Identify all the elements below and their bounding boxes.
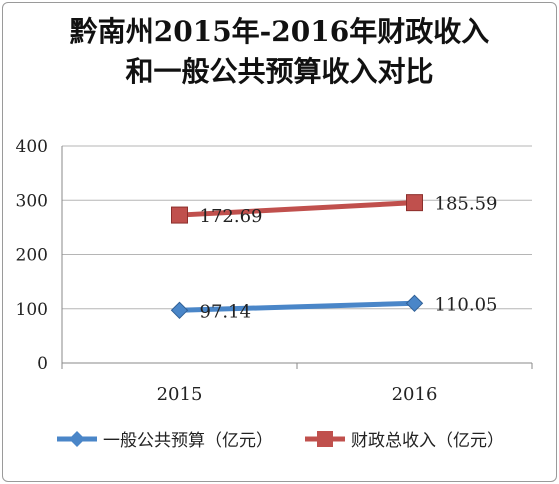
data-label: 110.05 [435,294,498,315]
chart-title-line-1: 黔南州2015年-2016年财政收入 [69,15,490,48]
data-point-diamond [405,294,424,313]
legend-diamond-icon [57,430,97,447]
y-tick-label: 100 [16,300,48,320]
chart-title-line-2: 和一般公共预算收入对比 [125,55,434,88]
chart-title: 黔南州2015年-2016年财政收入 和一般公共预算收入对比 [0,12,559,92]
y-tick-label: 400 [16,137,48,157]
legend-item: 一般公共预算（亿元） [55,426,273,451]
legend-label: 一般公共预算（亿元） [103,431,273,451]
y-tick-label: 200 [16,246,48,266]
legend-label: 财政总收入（亿元） [351,431,504,451]
series-line [179,200,415,218]
data-point-diamond [170,301,189,320]
x-tick-label: 2015 [157,384,203,405]
data-label: 97.14 [200,301,252,322]
x-tick-label: 2016 [392,384,438,405]
legend-square-icon [305,430,345,447]
y-tick-label: 0 [37,354,48,374]
legend-item: 财政总收入（亿元） [303,426,504,451]
data-point-square [171,206,188,224]
data-label: 172.69 [200,206,263,227]
y-tick-label: 300 [16,191,48,211]
data-point-square [406,194,423,212]
series-line [179,300,415,313]
chart-legend: 一般公共预算（亿元） 财政总收入（亿元） [0,426,559,451]
data-label: 185.59 [435,194,498,215]
